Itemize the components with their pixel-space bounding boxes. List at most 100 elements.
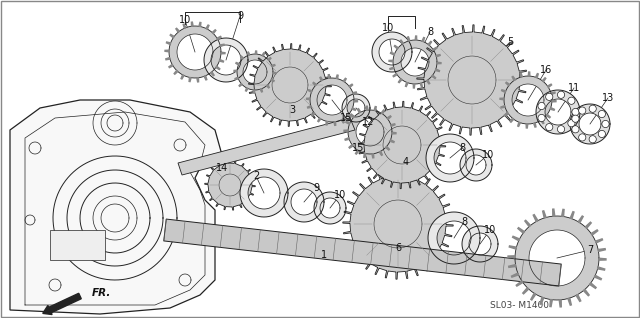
Text: 9: 9: [313, 183, 319, 193]
Text: 10: 10: [179, 15, 191, 25]
Polygon shape: [393, 73, 397, 77]
Text: 6: 6: [395, 243, 401, 253]
Polygon shape: [568, 298, 572, 305]
Polygon shape: [164, 219, 561, 286]
Polygon shape: [518, 122, 520, 126]
Polygon shape: [599, 258, 606, 260]
Polygon shape: [355, 150, 359, 154]
Polygon shape: [598, 267, 605, 270]
Text: 8: 8: [461, 217, 467, 227]
Polygon shape: [536, 90, 580, 134]
Polygon shape: [576, 294, 580, 301]
Polygon shape: [349, 84, 353, 87]
Polygon shape: [550, 300, 552, 307]
Polygon shape: [509, 246, 516, 249]
Polygon shape: [271, 79, 274, 81]
Text: 5: 5: [507, 37, 513, 47]
Circle shape: [602, 121, 609, 128]
Polygon shape: [342, 94, 370, 122]
Polygon shape: [372, 154, 374, 158]
Polygon shape: [518, 228, 524, 233]
Polygon shape: [262, 53, 264, 56]
Polygon shape: [240, 169, 288, 217]
Polygon shape: [348, 110, 392, 154]
Polygon shape: [166, 42, 171, 45]
Polygon shape: [234, 70, 237, 72]
Polygon shape: [169, 26, 221, 78]
Polygon shape: [313, 82, 316, 86]
Polygon shape: [241, 56, 244, 59]
Polygon shape: [552, 100, 556, 102]
Polygon shape: [312, 113, 315, 116]
Polygon shape: [354, 100, 358, 102]
Polygon shape: [508, 256, 515, 258]
Polygon shape: [501, 106, 505, 108]
Polygon shape: [307, 106, 311, 108]
Polygon shape: [220, 59, 223, 62]
Text: 9: 9: [237, 11, 243, 21]
Polygon shape: [598, 249, 605, 252]
Polygon shape: [428, 41, 431, 45]
Polygon shape: [174, 70, 178, 74]
Polygon shape: [528, 72, 530, 76]
Circle shape: [546, 124, 553, 131]
Polygon shape: [390, 140, 394, 142]
Polygon shape: [435, 69, 440, 72]
Polygon shape: [525, 220, 531, 227]
Polygon shape: [334, 122, 336, 125]
Text: 2: 2: [253, 171, 259, 181]
Polygon shape: [533, 215, 538, 222]
Polygon shape: [217, 36, 221, 39]
Polygon shape: [341, 119, 344, 123]
Polygon shape: [415, 36, 417, 40]
Polygon shape: [260, 89, 262, 92]
Polygon shape: [385, 146, 389, 150]
Circle shape: [572, 115, 579, 122]
Polygon shape: [253, 90, 255, 93]
Text: 16: 16: [540, 65, 552, 75]
Polygon shape: [399, 79, 402, 83]
Text: 13: 13: [602, 93, 614, 103]
Polygon shape: [344, 130, 348, 132]
Text: 10: 10: [382, 23, 394, 33]
Circle shape: [538, 114, 545, 121]
Polygon shape: [205, 160, 255, 210]
Polygon shape: [502, 90, 506, 93]
Polygon shape: [548, 84, 552, 87]
Text: 10: 10: [484, 225, 496, 235]
Polygon shape: [320, 77, 323, 81]
Text: FR.: FR.: [92, 288, 111, 298]
Polygon shape: [236, 63, 239, 65]
Polygon shape: [595, 239, 602, 243]
Polygon shape: [310, 78, 354, 122]
Polygon shape: [307, 98, 310, 100]
Polygon shape: [374, 107, 376, 111]
Polygon shape: [391, 124, 395, 126]
Text: 8: 8: [427, 27, 433, 37]
Polygon shape: [460, 149, 492, 181]
Bar: [50, 230, 105, 260]
Polygon shape: [328, 75, 330, 78]
Polygon shape: [181, 75, 184, 79]
Circle shape: [538, 102, 545, 110]
Circle shape: [557, 126, 564, 133]
Polygon shape: [239, 83, 242, 86]
Polygon shape: [542, 78, 546, 82]
Polygon shape: [578, 216, 583, 223]
Polygon shape: [417, 25, 527, 135]
Polygon shape: [389, 60, 393, 62]
Polygon shape: [255, 51, 257, 54]
Polygon shape: [197, 78, 198, 82]
Polygon shape: [387, 116, 391, 119]
Polygon shape: [273, 72, 276, 74]
Polygon shape: [540, 297, 544, 304]
Polygon shape: [428, 212, 480, 264]
FancyArrow shape: [43, 293, 81, 315]
Polygon shape: [348, 114, 351, 118]
Polygon shape: [326, 121, 328, 125]
Text: 12: 12: [362, 117, 374, 127]
Polygon shape: [390, 52, 395, 55]
Polygon shape: [504, 76, 552, 124]
Polygon shape: [216, 66, 220, 70]
Polygon shape: [512, 76, 515, 80]
